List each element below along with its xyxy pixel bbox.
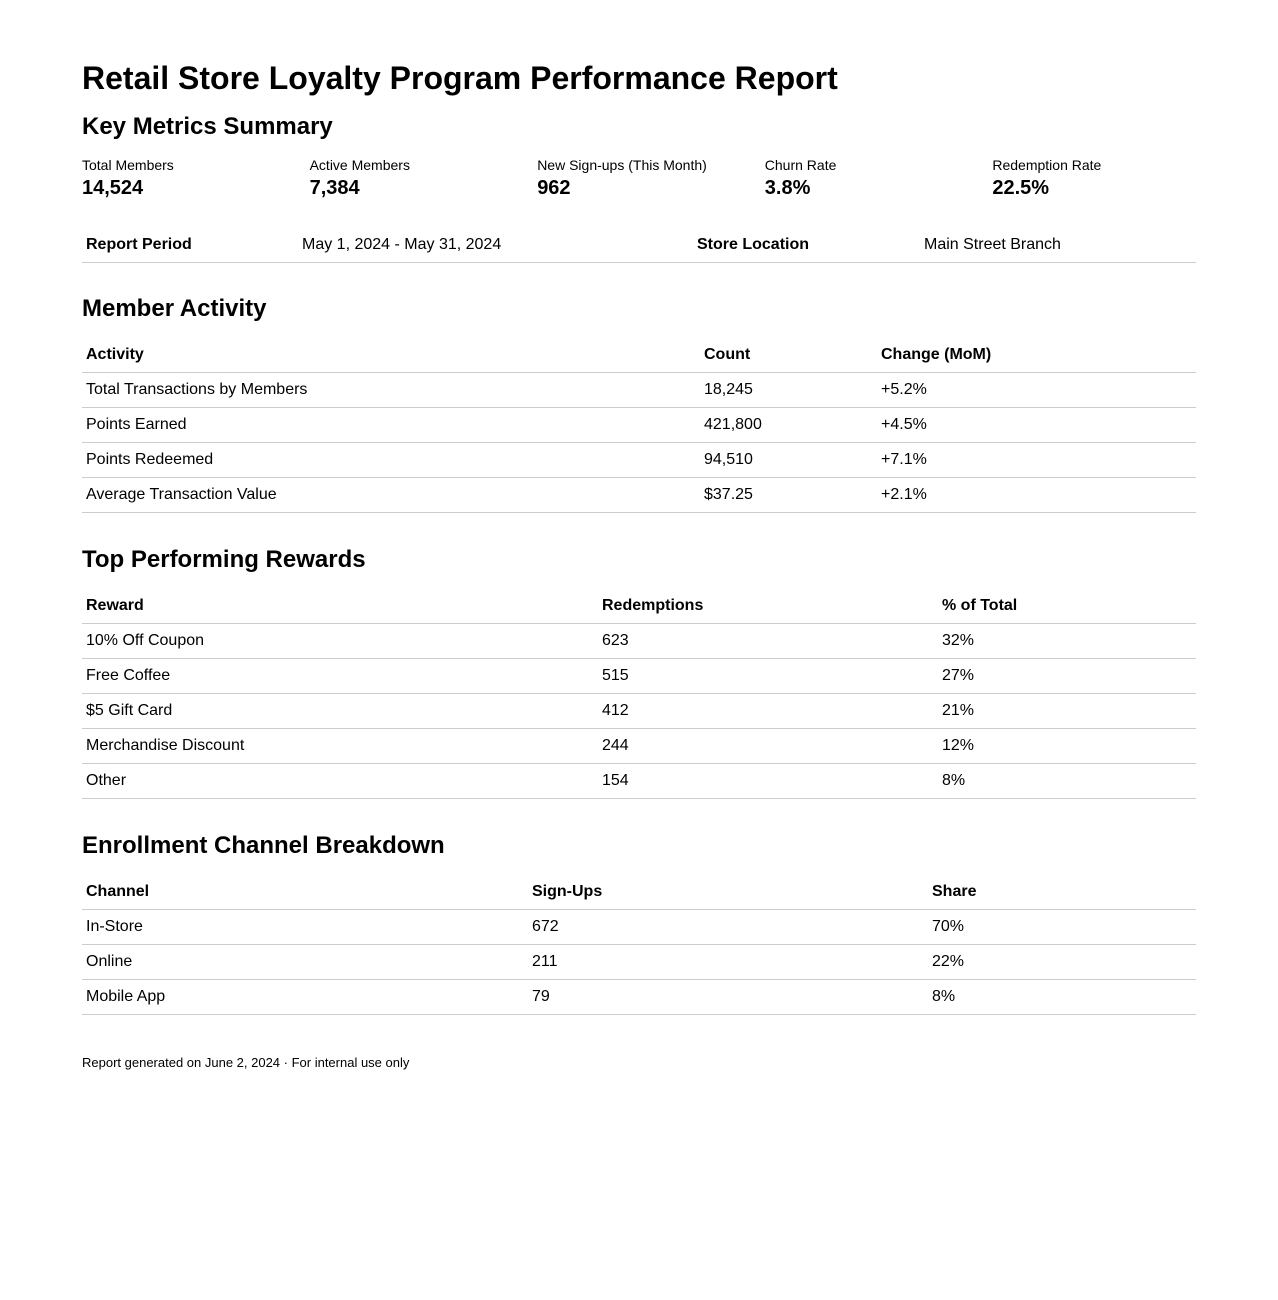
store-location-value: Main Street Branch bbox=[924, 236, 1061, 253]
channel-cell: Mobile App bbox=[82, 979, 528, 1015]
share-cell: 8% bbox=[928, 979, 1196, 1015]
column-header: Change (MoM) bbox=[877, 338, 1196, 373]
metric-total-members: Total Members 14,524 bbox=[82, 156, 310, 200]
metric-churn-rate: Churn Rate 3.8% bbox=[765, 156, 993, 200]
share-cell: 22% bbox=[928, 944, 1196, 980]
activity-cell: Average Transaction Value bbox=[82, 477, 700, 513]
column-header: Share bbox=[928, 875, 1196, 910]
count-cell: 18,245 bbox=[700, 372, 877, 408]
metric-value: 962 bbox=[537, 177, 571, 199]
report-footer: Report generated on June 2, 2024 · For i… bbox=[82, 1055, 410, 1070]
page-title: Retail Store Loyalty Program Performance… bbox=[82, 60, 838, 96]
redemptions-cell: 623 bbox=[598, 623, 938, 659]
enrollment-heading: Enrollment Channel Breakdown bbox=[82, 832, 445, 859]
change-cell: +5.2% bbox=[877, 372, 1196, 408]
metric-label: New Sign-ups (This Month) bbox=[537, 157, 707, 173]
metric-new-signups: New Sign-ups (This Month) 962 bbox=[537, 156, 765, 200]
percent-cell: 21% bbox=[938, 693, 1196, 729]
signups-cell: 211 bbox=[528, 944, 928, 980]
reward-cell: Other bbox=[82, 763, 598, 799]
reward-cell: $5 Gift Card bbox=[82, 693, 598, 729]
report-info-row: Report Period May 1, 2024 - May 31, 2024… bbox=[82, 227, 1196, 263]
table-row: Points Earned 421,800 +4.5% bbox=[82, 407, 1196, 443]
metric-value: 22.5% bbox=[992, 177, 1050, 199]
column-header: Activity bbox=[82, 338, 700, 373]
activity-cell: Total Transactions by Members bbox=[82, 372, 700, 408]
redemptions-cell: 412 bbox=[598, 693, 938, 729]
metric-label: Total Members bbox=[82, 157, 174, 173]
key-metrics-grid: Total Members 14,524 Active Members 7,38… bbox=[82, 156, 1221, 200]
percent-cell: 32% bbox=[938, 623, 1196, 659]
share-cell: 70% bbox=[928, 909, 1196, 945]
table-row: Other 154 8% bbox=[82, 763, 1196, 799]
metric-value: 7,384 bbox=[309, 177, 360, 199]
report-period-value: May 1, 2024 - May 31, 2024 bbox=[302, 236, 502, 253]
table-row: Free Coffee 515 27% bbox=[82, 658, 1196, 694]
metric-label: Redemption Rate bbox=[992, 157, 1102, 173]
member-activity-heading: Member Activity bbox=[82, 295, 267, 322]
member-activity-table: Activity Count Change (MoM) Total Transa… bbox=[82, 338, 1196, 513]
column-header: % of Total bbox=[938, 589, 1196, 624]
metric-value: 14,524 bbox=[82, 177, 144, 199]
column-header: Count bbox=[700, 338, 877, 373]
table-row: $5 Gift Card 412 21% bbox=[82, 693, 1196, 729]
table-row: Merchandise Discount 244 12% bbox=[82, 728, 1196, 764]
table-row: In-Store 672 70% bbox=[82, 909, 1196, 945]
channel-cell: In-Store bbox=[82, 909, 528, 945]
reward-cell: 10% Off Coupon bbox=[82, 623, 598, 659]
column-header: Channel bbox=[82, 875, 528, 910]
metric-active-members: Active Members 7,384 bbox=[310, 156, 538, 200]
metric-label: Active Members bbox=[309, 157, 410, 173]
change-cell: +4.5% bbox=[877, 407, 1196, 443]
metric-label: Churn Rate bbox=[764, 157, 837, 173]
redemptions-cell: 515 bbox=[598, 658, 938, 694]
signups-cell: 79 bbox=[528, 979, 928, 1015]
table-header-row: Reward Redemptions % of Total bbox=[82, 589, 1196, 624]
table-row: Total Transactions by Members 18,245 +5.… bbox=[82, 372, 1196, 408]
activity-cell: Points Earned bbox=[82, 407, 700, 443]
change-cell: +7.1% bbox=[877, 442, 1196, 478]
column-header: Reward bbox=[82, 589, 598, 624]
key-metrics-heading: Key Metrics Summary bbox=[82, 113, 333, 140]
change-cell: +2.1% bbox=[877, 477, 1196, 513]
percent-cell: 12% bbox=[938, 728, 1196, 764]
reward-cell: Free Coffee bbox=[82, 658, 598, 694]
count-cell: $37.25 bbox=[700, 477, 877, 513]
count-cell: 421,800 bbox=[700, 407, 877, 443]
table-row: Average Transaction Value $37.25 +2.1% bbox=[82, 477, 1196, 513]
column-header: Redemptions bbox=[598, 589, 938, 624]
column-header: Sign-Ups bbox=[528, 875, 928, 910]
percent-cell: 27% bbox=[938, 658, 1196, 694]
metric-value: 3.8% bbox=[764, 177, 811, 199]
redemptions-cell: 244 bbox=[598, 728, 938, 764]
reward-cell: Merchandise Discount bbox=[82, 728, 598, 764]
count-cell: 94,510 bbox=[700, 442, 877, 478]
table-row: Mobile App 79 8% bbox=[82, 979, 1196, 1015]
enrollment-table: Channel Sign-Ups Share In-Store 672 70% … bbox=[82, 875, 1196, 1015]
table-row: Online 211 22% bbox=[82, 944, 1196, 980]
percent-cell: 8% bbox=[938, 763, 1196, 799]
top-rewards-table: Reward Redemptions % of Total 10% Off Co… bbox=[82, 589, 1196, 799]
table-header-row: Channel Sign-Ups Share bbox=[82, 875, 1196, 910]
top-rewards-heading: Top Performing Rewards bbox=[82, 546, 366, 573]
report-period-label: Report Period bbox=[86, 236, 192, 253]
metric-redemption-rate: Redemption Rate 22.5% bbox=[992, 156, 1220, 200]
signups-cell: 672 bbox=[528, 909, 928, 945]
redemptions-cell: 154 bbox=[598, 763, 938, 799]
table-row: Points Redeemed 94,510 +7.1% bbox=[82, 442, 1196, 478]
channel-cell: Online bbox=[82, 944, 528, 980]
store-location-label: Store Location bbox=[697, 236, 810, 253]
table-row: 10% Off Coupon 623 32% bbox=[82, 623, 1196, 659]
table-header-row: Activity Count Change (MoM) bbox=[82, 338, 1196, 373]
activity-cell: Points Redeemed bbox=[82, 442, 700, 478]
